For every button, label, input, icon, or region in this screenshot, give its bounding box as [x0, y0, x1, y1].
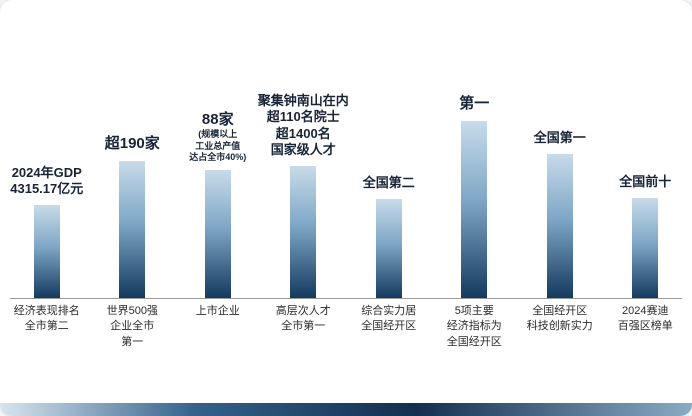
bar-category-label: 上市企业 — [172, 304, 264, 319]
bar-plot: 聚集钟南山在内 超110名院士 超1400名 国家级人才 — [258, 10, 349, 298]
value-line: 聚集钟南山在内 — [257, 92, 349, 108]
bar-value-label: 全国第二 — [331, 175, 447, 192]
value-line: 4315.17亿元 — [10, 181, 84, 197]
bar-category-label: 经济表现排名 全市第二 — [1, 304, 93, 335]
category-line: 第一 — [121, 335, 144, 348]
category-line: 5项主要 — [454, 305, 494, 317]
bar-value-label: 聚集钟南山在内 超110名院士 超1400名 国家级人才 — [246, 93, 362, 160]
value-line: 2024年GDP — [11, 164, 82, 180]
category-line: 上市企业 — [195, 305, 240, 317]
value-note-line: (规模以上 — [198, 129, 238, 140]
bar-category-label: 综合实力居全国经开区 — [343, 304, 435, 335]
bar-category-label: 高层次人才 全市第一 — [257, 304, 349, 335]
bar-column-4: 聚集钟南山在内 超110名院士 超1400名 国家级人才高层次人才全市第一 — [258, 10, 349, 350]
bar-plot: 全国第二 — [346, 10, 432, 298]
category-line: 2024赛迪 — [622, 305, 669, 317]
bar-column-7: 全国第一全国经开区科技创新实力 — [517, 10, 603, 350]
bar-plot: 全国第一 — [517, 10, 603, 298]
category-line: 全国经开区 — [446, 335, 502, 348]
bar-column-8: 全国前十 2024赛迪 百强区榜单 — [603, 10, 689, 350]
category-line: 经济表现排名 — [13, 305, 80, 317]
bar-plot: 2024年GDP 4315.17亿元 — [4, 10, 90, 298]
value-note-line: 达占全市40%) — [189, 151, 247, 162]
value-note-line: 工业总产值 — [195, 140, 241, 151]
bar-category-label: 世界500强 企业全市第一 — [86, 304, 178, 350]
bar-column-3: 88家 (规模以上 工业总产值 达占全市40%) 上市企业 — [175, 10, 261, 350]
bar — [632, 198, 659, 298]
footer-gradient-strip — [0, 403, 692, 416]
category-line: 科技创新实力 — [526, 320, 593, 333]
bar-value-label: 超190家 — [75, 135, 191, 154]
value-line: 88家 — [201, 110, 234, 128]
value-line: 全国第二 — [362, 175, 415, 191]
category-line: 全市第二 — [24, 320, 69, 333]
bar-value-label: 全国第一 — [502, 130, 618, 147]
bar-value-label: 88家 (规模以上 工业总产值 达占全市40%) — [160, 111, 276, 164]
bar — [290, 166, 317, 298]
bar-chart: 2024年GDP 4315.17亿元 经济表现排名 全市第二 超190家 世界500强 企业… — [4, 10, 688, 350]
category-line: 综合实力居 — [361, 305, 417, 317]
bar-column-1: 2024年GDP 4315.17亿元经济表现排名 全市第二 — [4, 10, 90, 350]
bar-plot: 超190家 — [90, 10, 176, 298]
category-line: 高层次人才 — [275, 305, 331, 317]
bar-category-label: 全国经开区科技创新实力 — [514, 304, 606, 335]
value-line: 第一 — [459, 95, 490, 113]
value-line: 全国第一 — [533, 130, 586, 146]
bar-plot: 第一 — [432, 10, 518, 298]
bar-column-6: 第一 5项主要经济指标为全国经开区 — [432, 10, 518, 350]
bar-value-label: 2024年GDP 4315.17亿元 — [0, 165, 105, 198]
value-line: 超110名院士 — [266, 109, 340, 125]
bar-column-5: 全国第二综合实力居全国经开区 — [346, 10, 432, 350]
bar — [461, 121, 488, 298]
bar-plot: 88家 (规模以上 工业总产值 达占全市40%) — [175, 10, 261, 298]
value-line: 全国前十 — [619, 174, 672, 190]
bar — [204, 170, 231, 298]
bar-value-label: 第一 — [417, 95, 533, 114]
value-line: 超1400名 — [275, 125, 331, 141]
bar-column-2: 超190家世界500强 企业全市第一 — [90, 10, 176, 350]
category-line: 经济指标为 — [446, 320, 502, 333]
category-line: 全国经开区 — [532, 305, 588, 317]
category-line: 企业全市 — [110, 320, 155, 333]
bar-plot: 全国前十 — [603, 10, 689, 298]
bar — [33, 205, 60, 298]
bar — [375, 199, 402, 298]
category-line: 全国经开区 — [361, 320, 417, 333]
value-line: 国家级人才 — [270, 142, 336, 158]
bar-value-label: 全国前十 — [588, 174, 692, 191]
category-line: 百强区榜单 — [617, 320, 673, 333]
category-line: 全市第一 — [281, 320, 326, 333]
bar — [546, 154, 573, 298]
bar-category-label: 5项主要经济指标为全国经开区 — [428, 304, 520, 350]
chart-baseline — [10, 298, 682, 299]
bar — [119, 161, 146, 298]
bar-category-label: 2024赛迪 百强区榜单 — [599, 304, 691, 335]
category-line: 世界500强 — [106, 305, 158, 317]
value-line: 超190家 — [104, 135, 160, 153]
